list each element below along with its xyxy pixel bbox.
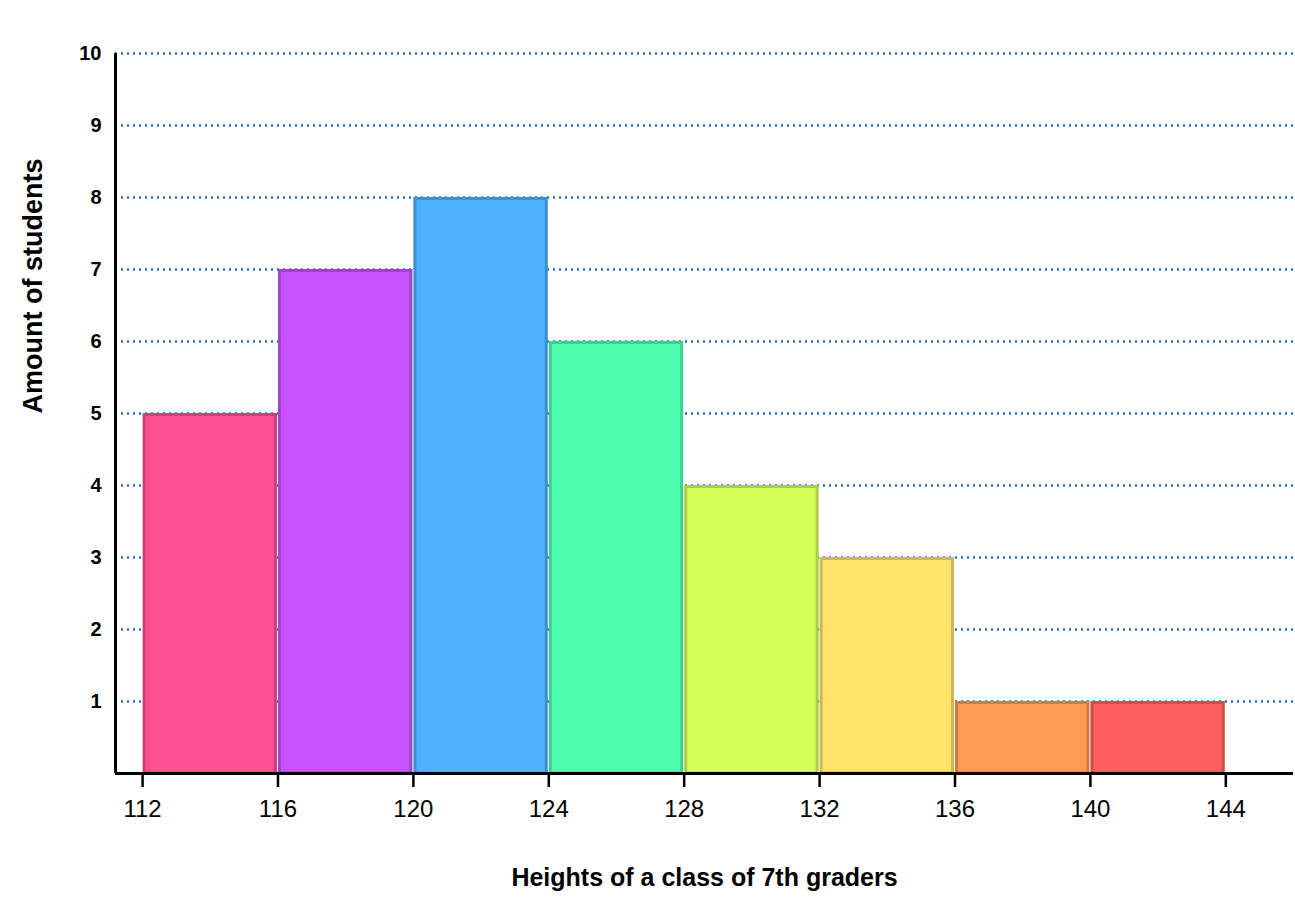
svg-text:144: 144 xyxy=(1206,795,1246,822)
svg-text:9: 9 xyxy=(90,114,101,136)
svg-text:128: 128 xyxy=(664,795,704,822)
svg-text:140: 140 xyxy=(1070,795,1110,822)
svg-text:4: 4 xyxy=(90,474,102,496)
svg-text:10: 10 xyxy=(79,42,101,64)
svg-text:Heights of a class of 7th grad: Heights of a class of 7th graders xyxy=(511,863,897,891)
svg-text:120: 120 xyxy=(393,795,433,822)
svg-text:5: 5 xyxy=(90,402,101,424)
svg-text:132: 132 xyxy=(800,795,840,822)
svg-text:112: 112 xyxy=(123,795,161,822)
svg-text:7: 7 xyxy=(90,258,101,280)
svg-text:116: 116 xyxy=(259,795,297,822)
svg-text:124: 124 xyxy=(529,795,569,822)
svg-text:8: 8 xyxy=(90,186,101,208)
svg-text:2: 2 xyxy=(90,618,101,640)
svg-text:Amount of students: Amount of students xyxy=(18,159,48,414)
svg-text:6: 6 xyxy=(90,330,101,352)
svg-text:3: 3 xyxy=(90,546,101,568)
svg-text:1: 1 xyxy=(90,690,101,712)
svg-text:136: 136 xyxy=(935,795,975,822)
